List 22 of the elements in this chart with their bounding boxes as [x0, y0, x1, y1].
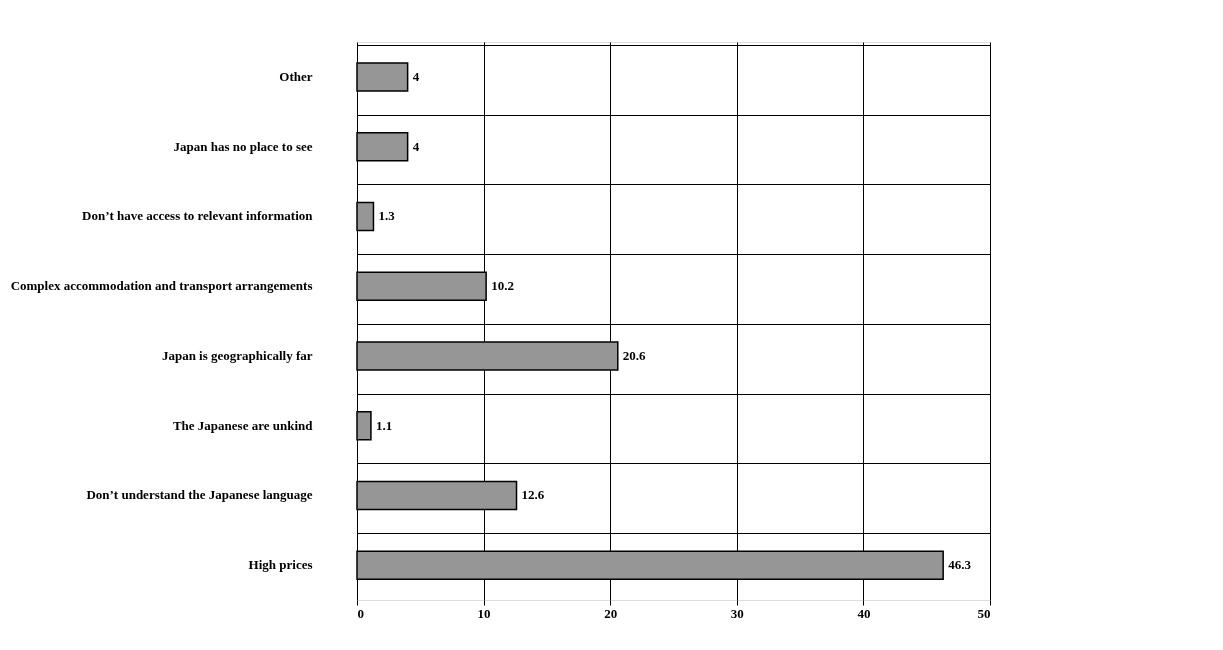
y-tick-label: Japan is geographically far — [161, 347, 313, 363]
data-label: 12.6 — [521, 487, 545, 503]
x-tick-label: 10 — [477, 605, 491, 621]
data-label: 10.2 — [491, 278, 514, 294]
data-label: 20.6 — [622, 347, 647, 363]
y-tick-label: Other — [279, 68, 313, 84]
x-tick-label: 30 — [730, 605, 744, 621]
y-tick-label: High prices — [248, 557, 313, 573]
x-tick-label: 40 — [857, 605, 871, 621]
x-tick-label: 50 — [977, 605, 991, 621]
data-label: 1.1 — [375, 417, 393, 433]
y-tick-label: Complex accommodation and transport arrangements — [10, 278, 313, 294]
data-label: 4 — [412, 68, 420, 84]
y-tick-label: The Japanese are unkind — [172, 417, 314, 433]
y-tick-label: Don’t have access to relevant information — [82, 208, 314, 224]
data-label: 1.3 — [378, 208, 396, 224]
data-label: 46.3 — [948, 557, 972, 573]
data-label: 4 — [412, 138, 420, 154]
x-tick-label: 0 — [357, 605, 364, 621]
y-tick-label: Don’t understand the Japanese language — [86, 487, 313, 503]
y-tick-label: Japan has no place to see — [173, 138, 313, 154]
x-tick-label: 20 — [604, 605, 618, 621]
